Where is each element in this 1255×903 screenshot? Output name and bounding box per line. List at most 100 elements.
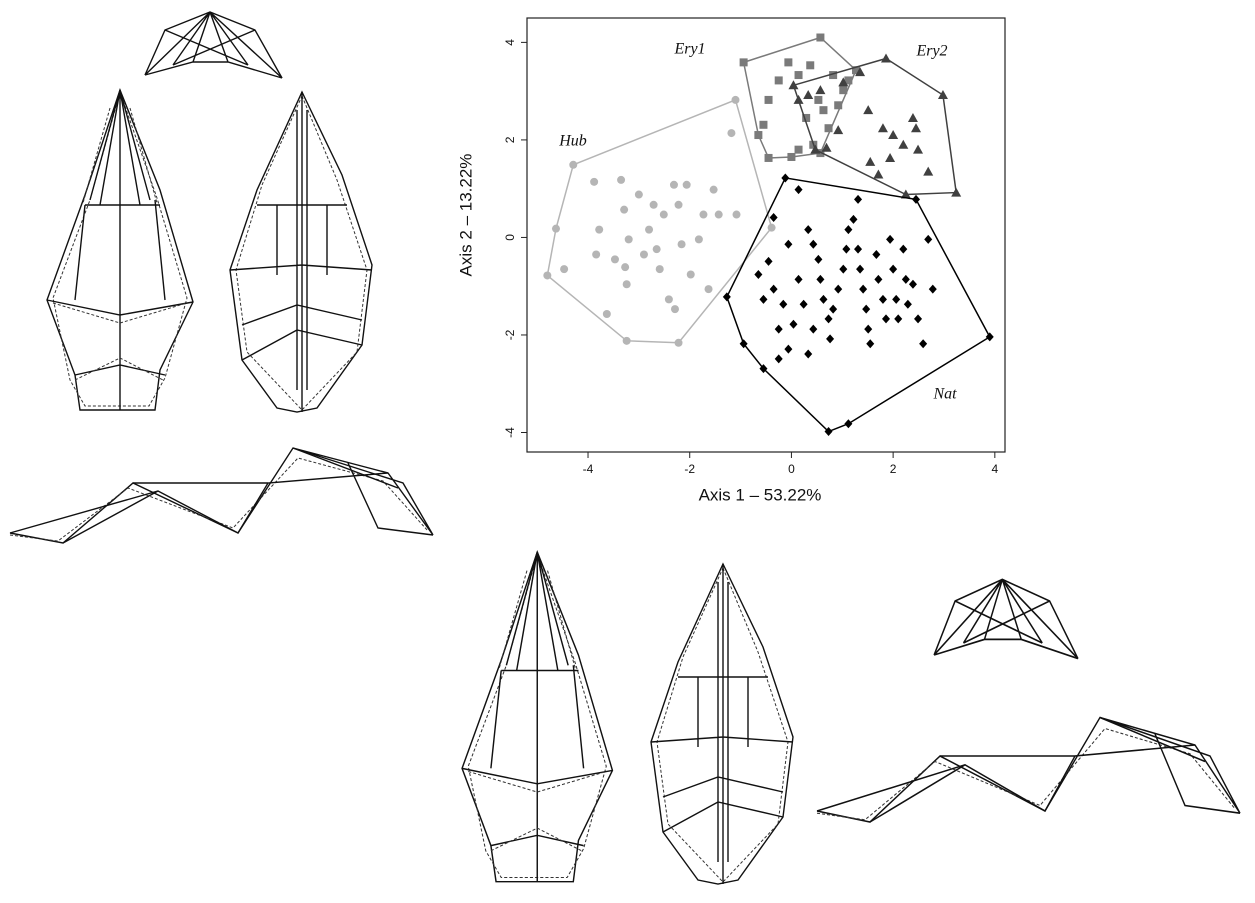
point	[731, 96, 739, 104]
point	[825, 124, 833, 132]
point	[894, 314, 902, 323]
point	[640, 251, 648, 259]
point	[775, 354, 783, 363]
point	[795, 275, 803, 284]
point	[623, 337, 631, 345]
point	[913, 145, 923, 154]
point	[775, 325, 783, 334]
x-tick-label: 4	[991, 462, 998, 476]
point	[787, 153, 795, 161]
skull-lateral	[10, 448, 433, 543]
skull-dorsal	[230, 92, 372, 412]
point	[784, 345, 792, 354]
point	[754, 131, 762, 139]
point	[839, 265, 847, 274]
x-tick-label: 2	[890, 462, 897, 476]
point	[795, 146, 803, 154]
point	[814, 255, 822, 264]
x-tick-label: 0	[788, 462, 795, 476]
point	[635, 191, 643, 199]
point	[569, 161, 577, 169]
y-tick-label: -4	[503, 427, 517, 438]
skull-ventral	[462, 552, 612, 882]
point	[816, 275, 824, 284]
point	[878, 123, 888, 132]
point	[765, 96, 773, 104]
point	[866, 339, 874, 348]
y-tick-label: 4	[503, 39, 517, 46]
y-axis-label: Axis 2 – 13.22%	[456, 154, 475, 277]
point	[986, 332, 994, 341]
point	[892, 295, 900, 304]
point	[754, 270, 762, 279]
point	[842, 245, 850, 254]
group-label: Ery1	[673, 41, 705, 58]
point	[710, 186, 718, 194]
point	[621, 263, 629, 271]
point	[882, 314, 890, 323]
point	[779, 300, 787, 309]
point	[543, 271, 551, 279]
point	[864, 325, 872, 334]
point	[699, 211, 707, 219]
skull-lateral	[817, 718, 1240, 823]
point	[834, 285, 842, 294]
point	[919, 339, 927, 348]
point	[881, 53, 891, 62]
point	[590, 178, 598, 186]
point	[898, 140, 908, 149]
point	[863, 105, 873, 114]
point	[671, 305, 679, 313]
point	[765, 154, 773, 162]
point	[670, 181, 678, 189]
point	[675, 201, 683, 209]
point	[806, 61, 814, 69]
point	[804, 349, 812, 358]
point	[795, 185, 803, 194]
point	[653, 245, 661, 253]
group-label: Nat	[932, 386, 957, 403]
point	[929, 285, 937, 294]
point	[705, 285, 713, 293]
point	[839, 86, 847, 94]
point	[650, 201, 658, 209]
point	[814, 96, 822, 104]
point	[809, 325, 817, 334]
point	[715, 211, 723, 219]
point	[809, 240, 817, 249]
point	[902, 275, 910, 284]
point	[826, 334, 834, 343]
point	[938, 90, 948, 99]
y-tick-label: 0	[503, 234, 517, 241]
point	[625, 235, 633, 243]
point	[733, 211, 741, 219]
point	[770, 213, 778, 222]
point	[770, 285, 778, 294]
point	[834, 101, 842, 109]
point	[872, 250, 880, 259]
point	[923, 167, 933, 176]
point	[795, 71, 803, 79]
point	[888, 130, 898, 139]
point	[794, 95, 804, 104]
point	[611, 255, 619, 263]
point	[825, 314, 833, 323]
x-axis-label: Axis 1 – 53.22%	[699, 485, 822, 504]
point	[784, 58, 792, 66]
point	[856, 265, 864, 274]
point	[552, 225, 560, 233]
point	[859, 285, 867, 294]
point	[816, 34, 824, 42]
group-label: Ery2	[915, 43, 947, 60]
point	[889, 265, 897, 274]
point	[765, 257, 773, 266]
point	[775, 76, 783, 84]
point	[924, 235, 932, 244]
point	[595, 226, 603, 234]
point	[911, 123, 921, 132]
point	[789, 320, 797, 329]
page: {"chart_data": {"type": "scatter", "xlab…	[0, 0, 1255, 903]
point	[874, 275, 882, 284]
point	[603, 310, 611, 318]
point	[768, 224, 776, 232]
